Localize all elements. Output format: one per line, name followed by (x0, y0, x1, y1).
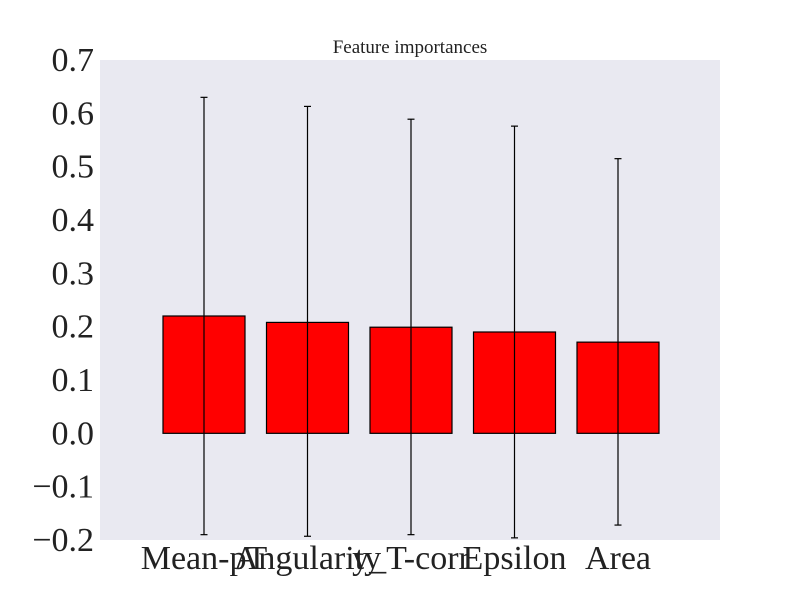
y-tick-labels: −0.2 −0.1 0.0 0.1 0.2 0.3 0.4 0.5 0.6 0.7 (32, 42, 94, 559)
x-tick-label-1: Angularity (234, 540, 381, 577)
plot-area (100, 60, 720, 540)
y-tick-label-0: −0.2 (32, 522, 94, 559)
y-tick-label-6: 0.4 (52, 202, 95, 239)
y-tick-label-1: −0.1 (32, 469, 94, 506)
y-tick-label-9: 0.7 (52, 42, 95, 79)
error-bars-group (200, 96, 622, 539)
error-bar-0 (200, 96, 208, 536)
x-tick-label-0: Mean-pT (141, 540, 268, 577)
y-tick-label-2: 0.0 (52, 415, 95, 452)
y-tick-label-5: 0.3 (52, 255, 95, 292)
error-bar-3 (511, 125, 518, 539)
error-bar-2 (407, 118, 415, 536)
y-tick-label-8: 0.6 (52, 95, 95, 132)
error-bar-4 (614, 158, 622, 526)
y-tick-label-3: 0.1 (52, 362, 95, 399)
chart-title: Feature importances (333, 37, 488, 58)
y-tick-label-4: 0.2 (52, 309, 95, 346)
x-tick-label-3: Epsilon (463, 540, 567, 577)
x-tick-label-2: y_T-corr (352, 540, 470, 577)
error-bar-1 (304, 105, 311, 537)
x-tick-label-4: Area (585, 540, 651, 577)
y-tick-label-7: 0.5 (52, 149, 95, 186)
